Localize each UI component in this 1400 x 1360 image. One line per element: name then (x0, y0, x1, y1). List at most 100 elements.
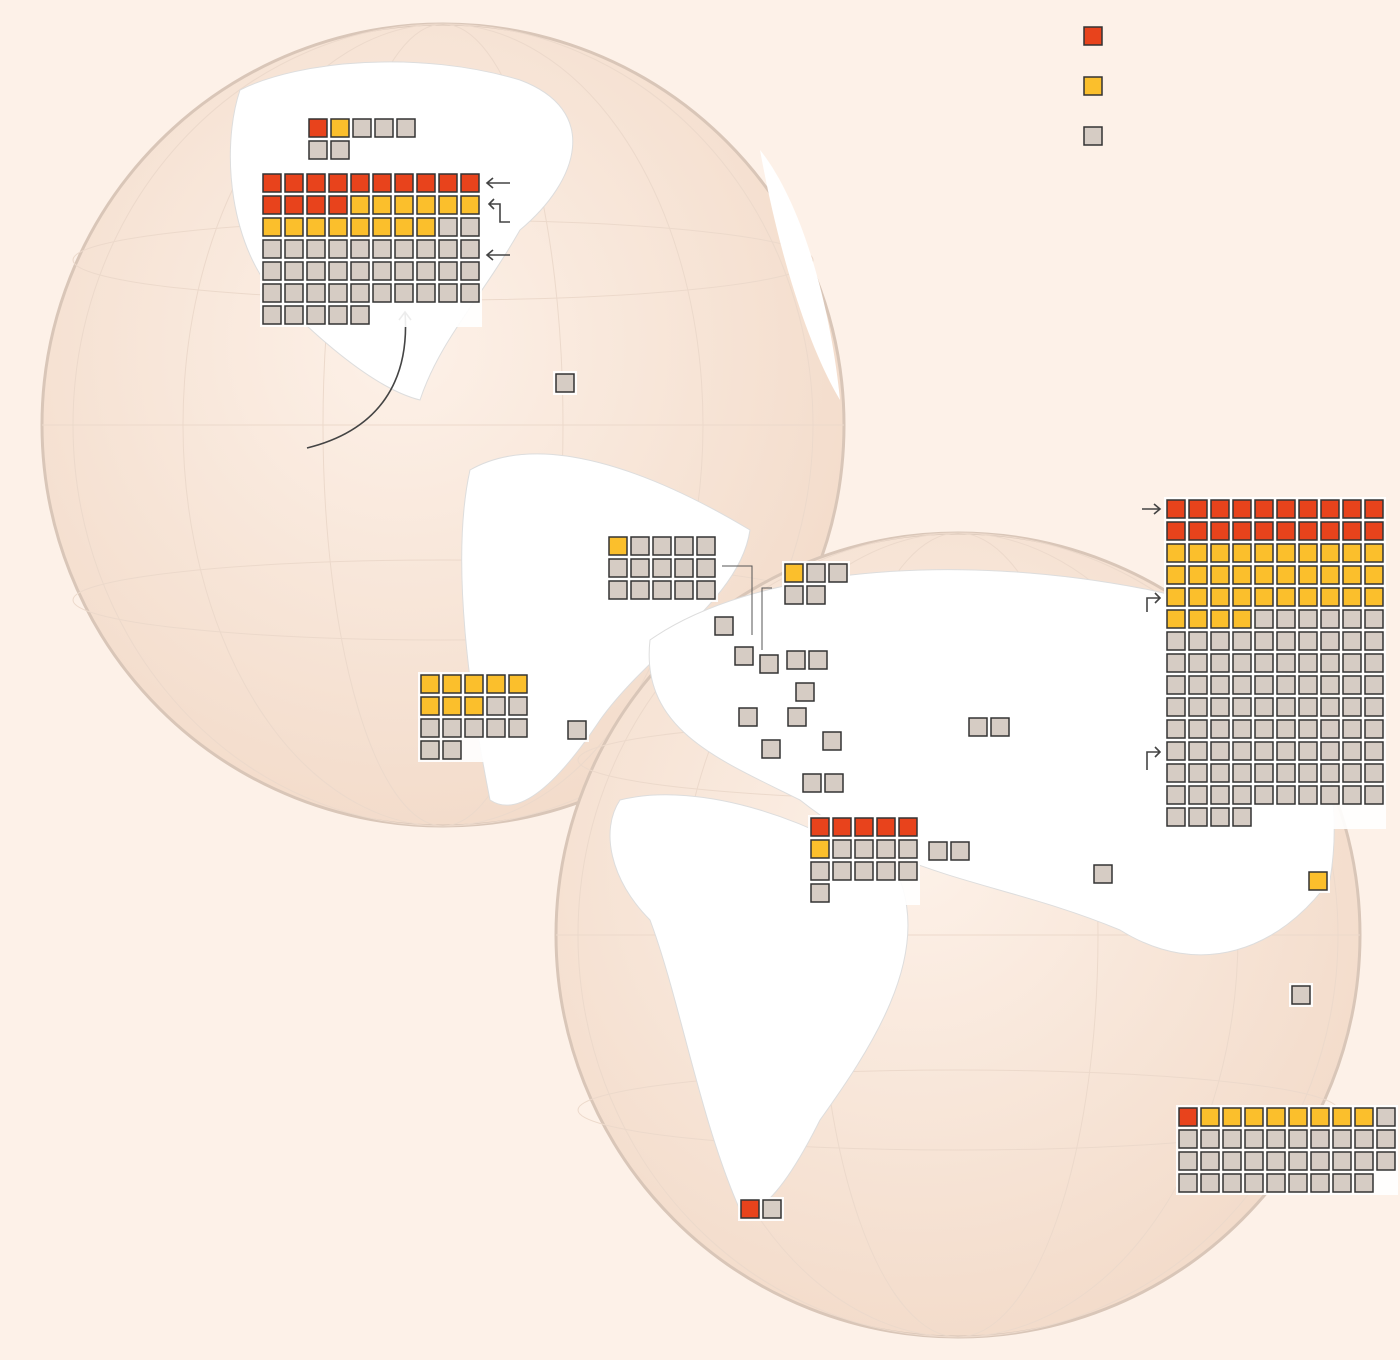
waffle-square (1354, 1107, 1374, 1127)
waffle-square (1364, 653, 1384, 673)
waffle-square (1232, 543, 1252, 563)
waffle-square (696, 536, 716, 556)
waffle-square (1364, 609, 1384, 629)
waffle-square (420, 740, 440, 760)
waffle-square (1288, 1173, 1308, 1193)
waffle-square (1364, 697, 1384, 717)
waffle-square (652, 558, 672, 578)
waffle-square (438, 239, 458, 259)
waffle-group (732, 644, 756, 668)
waffle-square (374, 118, 394, 138)
waffle-square (438, 283, 458, 303)
waffle-square (1310, 1173, 1330, 1193)
legend (1083, 26, 1103, 146)
waffle-square (350, 305, 370, 325)
waffle-square (1254, 763, 1274, 783)
waffle-square (1288, 1107, 1308, 1127)
waffle-square (1298, 741, 1318, 761)
waffle-group (306, 116, 418, 162)
waffle-square (284, 217, 304, 237)
waffle-square (928, 841, 948, 861)
waffle-square (1166, 653, 1186, 673)
waffle-square (1232, 719, 1252, 739)
waffle-square (1354, 1129, 1374, 1149)
waffle-square (1298, 763, 1318, 783)
waffle-square (1376, 1151, 1396, 1171)
waffle-square (1298, 565, 1318, 585)
waffle-square (508, 696, 528, 716)
waffle-square (876, 817, 896, 837)
waffle-group (418, 672, 530, 762)
waffle-square (1166, 499, 1186, 519)
waffle-square (1320, 499, 1340, 519)
waffle-square (350, 283, 370, 303)
waffle-square (950, 841, 970, 861)
waffle-square (1232, 609, 1252, 629)
waffle-square (1210, 719, 1230, 739)
waffle-square (1188, 719, 1208, 739)
waffle-square (832, 861, 852, 881)
legend-swatch (1083, 126, 1103, 146)
waffle-square (308, 118, 328, 138)
waffle-square (350, 173, 370, 193)
waffle-square (1320, 653, 1340, 673)
waffle-square (1188, 785, 1208, 805)
waffle-square (738, 707, 758, 727)
waffle-square (876, 861, 896, 881)
waffle-square (1178, 1151, 1198, 1171)
waffle-square (990, 717, 1010, 737)
waffle-square (416, 239, 436, 259)
waffle-square (1222, 1173, 1242, 1193)
waffle-square (1364, 565, 1384, 585)
waffle-square (1298, 697, 1318, 717)
waffle-square (1320, 587, 1340, 607)
waffle-square (1276, 653, 1296, 673)
waffle-square (420, 696, 440, 716)
waffle-square (1166, 675, 1186, 695)
waffle-square (1188, 697, 1208, 717)
waffle-square (1232, 785, 1252, 805)
waffle-square (1310, 1107, 1330, 1127)
waffle-square (284, 283, 304, 303)
waffle-square (1376, 1129, 1396, 1149)
waffle-square (630, 580, 650, 600)
waffle-square (1188, 653, 1208, 673)
waffle-group (782, 561, 850, 607)
waffle-square (740, 1199, 760, 1219)
waffle-square (1342, 697, 1362, 717)
waffle-group (1289, 983, 1313, 1007)
waffle-square (1232, 499, 1252, 519)
waffle-square (652, 580, 672, 600)
waffle-square (1232, 565, 1252, 585)
waffle-square (822, 731, 842, 751)
waffle-square (328, 217, 348, 237)
waffle-group (757, 652, 781, 676)
waffle-square (1093, 864, 1113, 884)
waffle-square (1210, 741, 1230, 761)
waffle-square (1188, 587, 1208, 607)
waffle-square (1332, 1107, 1352, 1127)
waffle-square (306, 239, 326, 259)
waffle-square (1342, 587, 1362, 607)
waffle-square (1364, 785, 1384, 805)
waffle-square (1364, 587, 1384, 607)
waffle-square (808, 650, 828, 670)
waffle-square (1188, 609, 1208, 629)
legend-swatch (1083, 26, 1103, 46)
waffle-square (1166, 587, 1186, 607)
waffle-square (1276, 675, 1296, 695)
waffle-square (1210, 697, 1230, 717)
waffle-square (1320, 741, 1340, 761)
waffle-square (898, 839, 918, 859)
waffle-square (787, 707, 807, 727)
waffle-square (1266, 1173, 1286, 1193)
waffle-square (1254, 697, 1274, 717)
waffle-square (1222, 1107, 1242, 1127)
waffle-square (1166, 785, 1186, 805)
waffle-square (1254, 785, 1274, 805)
waffle-square (1254, 565, 1274, 585)
waffle-square (1291, 985, 1311, 1005)
waffle-square (460, 261, 480, 281)
waffle-square (1364, 543, 1384, 563)
waffle-square (1200, 1129, 1220, 1149)
